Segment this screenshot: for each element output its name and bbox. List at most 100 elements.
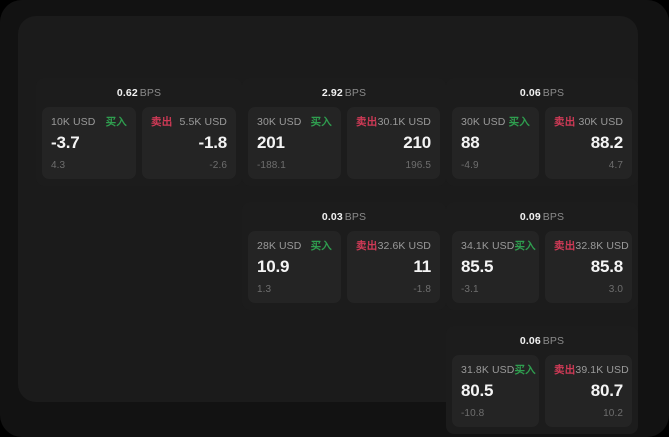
spread-unit: BPS [542,335,565,347]
buy-side[interactable]: 30K USD 买入 201 -188.1 [248,107,341,179]
buy-size: 34.1K USD [461,239,515,252]
sell-delta: -1.8 [413,284,431,295]
card-sides: 10K USD 买入 -3.7 4.3 卖出 5.5K USD -1.8 -2.… [42,107,236,179]
sell-side[interactable]: 卖出 32.8K USD 85.8 3.0 [545,231,632,303]
sell-price: 11 [413,257,431,276]
card-sides: 30K USD 买入 88 -4.9 卖出 30K USD 88.2 4.7 [452,107,632,179]
buy-side[interactable]: 28K USD 买入 10.9 1.3 [248,231,341,303]
buy-header-row: 30K USD 买入 [257,114,332,129]
sell-price: -1.8 [198,133,228,152]
buy-size: 10K USD [51,115,96,128]
spread-value: 0.06 [519,87,541,99]
sell-size: 32.8K USD [575,239,629,252]
buy-price: 85.5 [461,257,494,276]
buy-price: 80.5 [461,381,494,400]
buy-delta: 4.3 [51,160,66,171]
spread-value: 2.92 [321,87,343,99]
sell-size: 32.6K USD [377,239,431,252]
sell-tag: 卖出 [554,240,576,252]
buy-tag: 买入 [514,240,536,252]
sell-delta: 4.7 [608,160,623,171]
quote-card[interactable]: 0.06 BPS 31.8K USD 买入 80.5 -10.8 卖出 [446,326,638,434]
buy-price: 201 [257,133,285,152]
buy-tag: 买入 [310,116,332,128]
sell-price: 210 [403,133,431,152]
buy-delta: -3.1 [461,284,479,295]
sell-delta: 10.2 [603,408,623,419]
card-spread-header: 0.62 BPS [42,86,236,107]
buy-tag: 买入 [508,116,530,128]
card-spread-header: 0.03 BPS [248,210,440,231]
spread-unit: BPS [542,87,565,99]
sell-tag: 卖出 [554,116,576,128]
buy-tag: 买入 [514,364,536,376]
buy-delta: -10.8 [461,408,485,419]
buy-price: 10.9 [257,257,290,276]
buy-header-row: 31.8K USD 买入 [461,362,536,377]
sell-tag: 卖出 [356,240,378,252]
sell-header-row: 卖出 5.5K USD [151,114,227,129]
card-sides: 31.8K USD 买入 80.5 -10.8 卖出 39.1K USD 80.… [452,355,632,427]
buy-price: -3.7 [51,133,80,152]
quote-card[interactable]: 0.62 BPS 10K USD 买入 -3.7 4.3 卖出 [36,78,242,186]
quote-card[interactable]: 0.03 BPS 28K USD 买入 10.9 1.3 卖出 [242,202,446,310]
spread-unit: BPS [344,211,367,223]
buy-header-row: 28K USD 买入 [257,238,332,253]
buy-side[interactable]: 34.1K USD 买入 85.5 -3.1 [452,231,539,303]
spread-unit: BPS [344,87,367,99]
sell-side[interactable]: 卖出 5.5K USD -1.8 -2.6 [142,107,236,179]
spread-unit: BPS [139,87,162,99]
quote-card[interactable]: 0.06 BPS 30K USD 买入 88 -4.9 卖出 [446,78,638,186]
sell-header-row: 卖出 32.8K USD [554,238,629,253]
sell-price: 80.7 [590,381,623,400]
sell-delta: 196.5 [405,160,431,171]
sell-price: 88.2 [590,133,623,152]
sell-size: 39.1K USD [575,363,629,376]
quote-board: 0.62 BPS 10K USD 买入 -3.7 4.3 卖出 [18,16,638,434]
card-spread-header: 0.09 BPS [452,210,632,231]
sell-side[interactable]: 卖出 30K USD 88.2 4.7 [545,107,632,179]
quote-column-2: 2.92 BPS 30K USD 买入 201 -188.1 卖出 [242,78,446,326]
spread-value: 0.62 [116,87,138,99]
buy-delta: 1.3 [257,284,272,295]
buy-size: 31.8K USD [461,363,515,376]
sell-tag: 卖出 [151,116,173,128]
quote-column-1: 0.62 BPS 10K USD 买入 -3.7 4.3 卖出 [36,78,242,202]
buy-header-row: 34.1K USD 买入 [461,238,536,253]
buy-side[interactable]: 31.8K USD 买入 80.5 -10.8 [452,355,539,427]
spread-value: 0.03 [321,211,343,223]
quote-card[interactable]: 0.09 BPS 34.1K USD 买入 85.5 -3.1 卖出 [446,202,638,310]
sell-header-row: 卖出 30K USD [554,114,623,129]
sell-header-row: 卖出 39.1K USD [554,362,629,377]
sell-header-row: 卖出 32.6K USD [356,238,431,253]
sell-header-row: 卖出 30.1K USD [356,114,431,129]
sell-side[interactable]: 卖出 30.1K USD 210 196.5 [347,107,440,179]
card-sides: 30K USD 买入 201 -188.1 卖出 30.1K USD 210 1… [248,107,440,179]
buy-side[interactable]: 30K USD 买入 88 -4.9 [452,107,539,179]
quote-card[interactable]: 2.92 BPS 30K USD 买入 201 -188.1 卖出 [242,78,446,186]
buy-side[interactable]: 10K USD 买入 -3.7 4.3 [42,107,136,179]
card-sides: 34.1K USD 买入 85.5 -3.1 卖出 32.8K USD 85.8… [452,231,632,303]
buy-delta: -188.1 [257,160,286,171]
spread-value: 0.06 [519,335,541,347]
buy-delta: -4.9 [461,160,479,171]
card-spread-header: 0.06 BPS [452,334,632,355]
sell-side[interactable]: 卖出 32.6K USD 11 -1.8 [347,231,440,303]
spread-unit: BPS [542,211,565,223]
buy-tag: 买入 [310,240,332,252]
sell-tag: 卖出 [356,116,378,128]
sell-delta: -2.6 [209,160,227,171]
sell-tag: 卖出 [554,364,576,376]
buy-price: 88 [461,133,480,152]
sell-size: 30K USD [578,115,623,128]
sell-delta: 3.0 [608,284,623,295]
buy-size: 30K USD [461,115,506,128]
buy-size: 28K USD [257,239,302,252]
quote-column-3: 0.06 BPS 30K USD 买入 88 -4.9 卖出 [446,78,638,437]
buy-header-row: 30K USD 买入 [461,114,530,129]
buy-header-row: 10K USD 买入 [51,114,127,129]
buy-tag: 买入 [105,116,127,128]
sell-side[interactable]: 卖出 39.1K USD 80.7 10.2 [545,355,632,427]
sell-size: 5.5K USD [179,115,227,128]
